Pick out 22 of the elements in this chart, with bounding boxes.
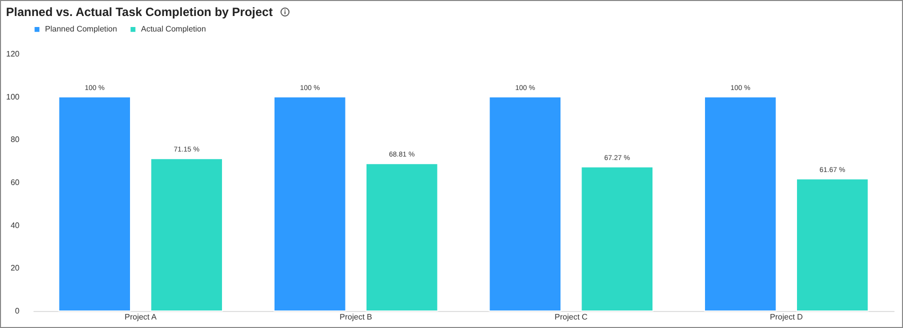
x-tick-label: Project C (554, 312, 588, 322)
x-tick-label: Project B (340, 312, 372, 322)
y-tick-label: 20 (10, 264, 20, 273)
legend-label: Planned Completion (45, 24, 118, 34)
y-tick-label: 40 (10, 220, 20, 230)
bar (488, 96, 562, 312)
chart-title: Planned vs. Actual Task Completion by Project (6, 5, 273, 19)
bar (365, 163, 438, 312)
x-tick-label: Project D (770, 312, 804, 322)
y-tick-label: 100 (6, 92, 20, 102)
bar (58, 96, 132, 312)
y-tick-label: 120 (6, 50, 20, 58)
bar (704, 96, 777, 312)
bar (580, 166, 654, 312)
y-tick-label: 80 (10, 135, 20, 144)
bar (150, 158, 223, 312)
bar (274, 96, 346, 312)
y-tick-label: 0 (15, 306, 20, 316)
x-tick-label: Project A (124, 312, 158, 322)
bar (796, 178, 869, 312)
legend-label: Actual Completion (141, 24, 206, 34)
y-tick-label: 60 (10, 178, 20, 187)
